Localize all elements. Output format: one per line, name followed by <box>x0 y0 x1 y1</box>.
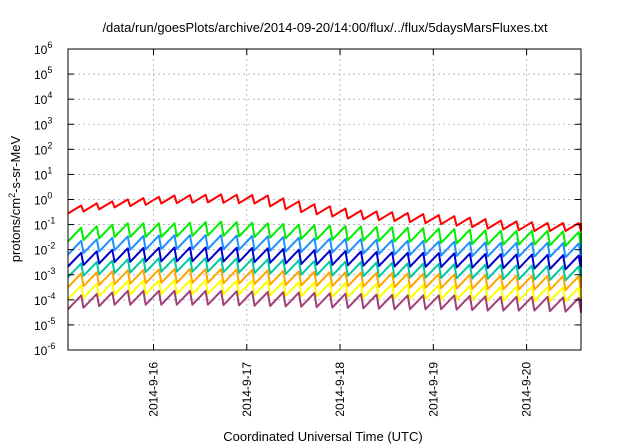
series-line <box>67 289 582 314</box>
y-tick-label-base: 10 <box>34 43 48 57</box>
y-tick-label-exp: -5 <box>47 316 55 326</box>
y-tick-label: 10-2 <box>34 241 55 258</box>
y-tick-label: 10-1 <box>34 216 55 233</box>
y-tick-label-exp: 2 <box>47 140 52 150</box>
y-axis-label-suffix: -s-sr-MeV <box>8 135 23 192</box>
series-line <box>67 234 582 259</box>
y-tick-label: 104 <box>34 90 52 107</box>
x-tick-label: 2014-9-17 <box>240 362 254 417</box>
y-tick-label: 101 <box>34 165 52 182</box>
y-tick-label-exp: -1 <box>47 216 55 226</box>
y-tick-label-base: 10 <box>34 194 48 208</box>
y-tick-label-exp: -6 <box>47 341 55 351</box>
x-tick-label: 2014-9-18 <box>333 362 347 417</box>
x-tick-label: 2014-9-19 <box>426 362 440 417</box>
y-tick-label-exp: 1 <box>47 165 52 175</box>
y-tick-label: 10-4 <box>34 291 55 308</box>
y-tick-label-base: 10 <box>34 319 48 333</box>
y-tick-label-base: 10 <box>34 143 48 157</box>
series-line <box>67 268 582 292</box>
y-tick-label-base: 10 <box>34 219 48 233</box>
series-line <box>67 256 582 282</box>
y-tick-label: 105 <box>34 65 52 82</box>
y-axis-label-sup: 2 <box>7 193 17 198</box>
chart-title: /data/run/goesPlots/archive/2014-09-20/1… <box>102 20 548 35</box>
x-tick-label: 2014-9-20 <box>520 362 534 417</box>
series-group <box>67 193 582 314</box>
y-tick-label-exp: 4 <box>47 90 52 100</box>
y-tick-label-base: 10 <box>34 68 48 82</box>
y-tick-label: 10-5 <box>34 316 55 333</box>
y-tick-label-exp: 5 <box>47 65 52 75</box>
y-tick-label-exp: -2 <box>47 241 55 251</box>
y-tick-label-base: 10 <box>34 244 48 258</box>
y-tick-label-base: 10 <box>34 168 48 182</box>
x-axis-label: Coordinated Universal Time (UTC) <box>223 429 422 444</box>
x-tick-label: 2014-9-16 <box>147 362 161 417</box>
y-tick-label: 10-6 <box>34 341 55 358</box>
y-tick-label-base: 10 <box>34 344 48 358</box>
series-line <box>67 220 582 248</box>
y-tick-label-base: 10 <box>34 93 48 107</box>
y-tick-label-exp: -3 <box>47 266 55 276</box>
series-line <box>67 246 582 271</box>
y-tick-label-exp: 6 <box>47 40 52 50</box>
y-tick-label-exp: 0 <box>47 191 52 201</box>
series-line <box>67 193 582 232</box>
y-tick-label: 106 <box>34 40 52 57</box>
y-tick-label-base: 10 <box>34 294 48 308</box>
y-tick-label: 102 <box>34 140 52 157</box>
y-tick-label: 10-3 <box>34 266 55 283</box>
y-tick-label-exp: 3 <box>47 115 52 125</box>
ticks: 10-610-510-410-310-210-11001011021031041… <box>34 40 581 417</box>
y-axis-label: protons/cm2-s-sr-MeV <box>7 135 23 262</box>
y-tick-label: 100 <box>34 191 52 208</box>
y-tick-label-base: 10 <box>34 118 48 132</box>
series-line <box>67 279 582 303</box>
y-tick-label-base: 10 <box>34 269 48 283</box>
y-tick-label-exp: -4 <box>47 291 55 301</box>
y-tick-label: 103 <box>34 115 52 132</box>
y-axis-label-prefix: protons/cm <box>8 198 23 262</box>
